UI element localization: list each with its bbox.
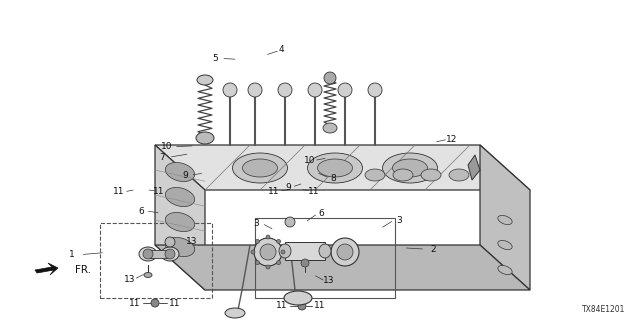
Ellipse shape [225,308,245,318]
Text: 13: 13 [186,237,198,246]
Text: 12: 12 [446,135,458,144]
Ellipse shape [144,273,152,277]
Ellipse shape [383,153,438,183]
Ellipse shape [392,159,428,177]
Polygon shape [480,145,530,290]
Text: 3: 3 [254,220,259,228]
Bar [255,218,395,298]
Text: FR.: FR. [75,265,91,275]
Text: 7: 7 [160,153,165,162]
Ellipse shape [365,169,385,181]
Circle shape [255,239,259,244]
Text: 10: 10 [161,142,173,151]
Circle shape [165,237,175,247]
Circle shape [260,244,276,260]
Text: 11: 11 [314,301,326,310]
Circle shape [338,83,352,97]
Ellipse shape [165,237,195,257]
Text: 11: 11 [153,187,164,196]
Circle shape [255,260,259,265]
Ellipse shape [307,153,362,183]
Text: 1: 1 [69,250,74,259]
Circle shape [308,83,322,97]
Text: 11: 11 [113,188,124,196]
Text: 11: 11 [169,299,180,308]
Circle shape [301,259,309,267]
Circle shape [285,217,295,227]
Text: 2: 2 [431,245,436,254]
Circle shape [151,299,159,307]
Ellipse shape [196,132,214,144]
Circle shape [223,83,237,97]
Text: 4: 4 [279,45,284,54]
Ellipse shape [165,188,195,206]
Ellipse shape [498,266,512,275]
Ellipse shape [319,244,331,258]
Circle shape [337,244,353,260]
Polygon shape [155,145,205,290]
Ellipse shape [323,123,337,133]
Circle shape [266,265,270,269]
Text: 11: 11 [276,301,288,310]
Text: 11: 11 [268,187,280,196]
Circle shape [276,239,280,244]
Text: 9: 9 [285,183,291,192]
Ellipse shape [284,291,312,305]
Circle shape [331,238,359,266]
Polygon shape [35,263,58,275]
Ellipse shape [421,169,441,181]
Text: 8: 8 [330,174,335,183]
Ellipse shape [449,169,469,181]
Ellipse shape [317,159,353,177]
Circle shape [281,250,285,254]
Bar [285,242,325,260]
Circle shape [278,83,292,97]
Circle shape [254,238,282,266]
Bar [100,223,212,298]
Text: 11: 11 [129,299,141,308]
Text: TX84E1201: TX84E1201 [582,305,625,314]
Ellipse shape [243,159,278,177]
Circle shape [165,249,175,259]
Ellipse shape [498,215,512,225]
Text: 5: 5 [212,54,218,63]
Circle shape [143,249,153,259]
Ellipse shape [279,244,291,258]
Ellipse shape [139,247,157,261]
Polygon shape [468,155,480,180]
Ellipse shape [393,169,413,181]
Text: 13: 13 [124,275,135,284]
Circle shape [298,302,306,310]
Circle shape [276,260,280,265]
Polygon shape [155,245,530,290]
Ellipse shape [197,75,213,85]
Circle shape [251,250,255,254]
Text: 6: 6 [319,209,324,218]
Text: 6: 6 [138,207,143,216]
Circle shape [324,72,336,84]
Circle shape [266,235,270,239]
Text: 3: 3 [396,216,401,225]
Text: 11: 11 [308,187,319,196]
Ellipse shape [498,240,512,250]
Text: 13: 13 [323,276,335,285]
Text: 9: 9 [183,171,188,180]
Ellipse shape [165,212,195,232]
Circle shape [248,83,262,97]
Bar [148,250,170,258]
Ellipse shape [161,247,179,261]
Polygon shape [155,145,530,190]
Ellipse shape [165,163,195,181]
Text: 10: 10 [304,156,316,165]
Ellipse shape [232,153,287,183]
Circle shape [368,83,382,97]
